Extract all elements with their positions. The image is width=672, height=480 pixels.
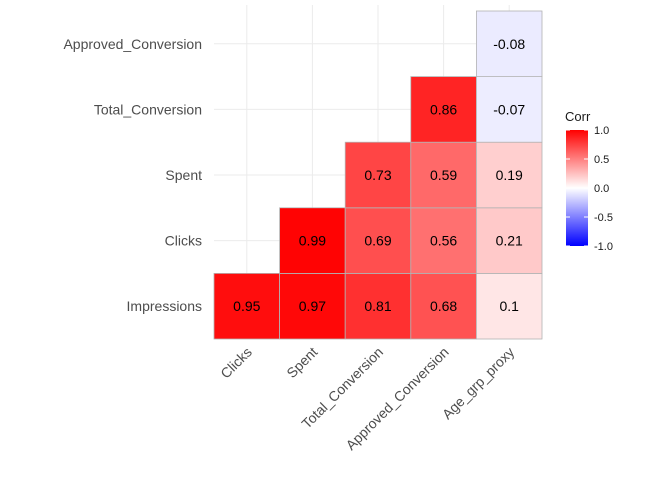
cell-value-label: 0.59 [430,167,457,183]
cell-value-label: 0.69 [364,233,391,249]
y-tick-label: Approved_Conversion [63,36,202,52]
heatmap-cell [279,272,346,340]
cell-value-label: 0.21 [496,233,523,249]
y-tick-label: Impressions [127,298,202,314]
heatmap-cell [475,141,543,209]
heatmap-cell [279,207,346,274]
heatmap-cell [344,141,412,209]
legend-tick-label: -1.0 [594,241,613,253]
cell-value-label: -0.07 [493,101,525,117]
cell-value-label: 0.56 [430,233,457,249]
legend-title: Corr [565,109,591,124]
legend-tick-label: -0.5 [594,212,613,224]
heatmap-cell [344,272,412,340]
heatmap-cell [410,76,477,143]
cell-value-label: 0.95 [233,298,260,314]
cell-value-label: 0.1 [499,298,519,314]
cell-value-label: 0.99 [299,233,326,249]
legend-ticks: 1.0 0.5 0.0 -0.5 -1.0 [566,125,613,253]
y-tick-label: Spent [165,167,202,183]
cell-value-label: 0.73 [364,167,391,183]
cell-value-label: 0.19 [496,167,523,183]
x-tick-label: Clicks [217,344,255,382]
heatmap-cell [410,272,477,340]
legend-colorbar [566,130,588,246]
heatmap-cell [475,10,543,77]
cell-value-label: 0.97 [299,298,326,314]
legend-tick-label: 0.5 [594,154,609,166]
legend-tick-label: 0.0 [594,183,609,195]
heatmap-cells: 0.95 0.97 0.81 0.68 0.1 0.99 0.69 0.56 0.21 0.73 0… [213,10,543,340]
x-axis: Clicks SpentTotal_ConversionApproved_Conv… [217,344,517,453]
cell-value-label: 0.81 [364,298,391,314]
heatmap-cell [410,141,477,209]
x-tick-label: Spent [283,344,320,381]
cell-value-label: 0.68 [430,298,457,314]
y-tick-label: Total_Conversion [94,101,202,117]
y-tick-label: Clicks [165,233,202,249]
cell-value-label: 0.86 [430,101,457,117]
legend-tick-label: 1.0 [594,125,609,137]
legend: Corr 1.0 0.5 0.0 -0.5 -1.0 [565,109,613,253]
heatmap-cell [410,207,477,274]
heatmap-cell [475,207,543,274]
y-axis: Impressions Clicks Spent Total_Conversion Ap… [63,36,202,314]
cell-value-label: -0.08 [493,36,525,52]
